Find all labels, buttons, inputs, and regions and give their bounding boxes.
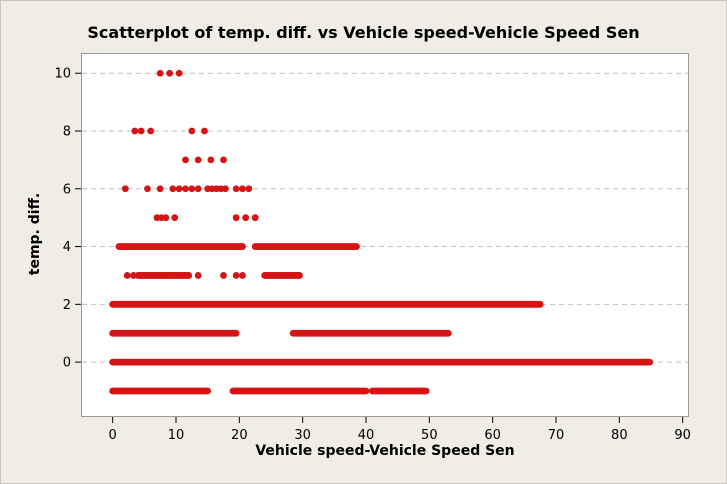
data-point bbox=[220, 272, 227, 279]
y-tick-label: 10 bbox=[54, 67, 71, 82]
data-point bbox=[222, 185, 229, 193]
data-point bbox=[182, 156, 189, 164]
data-point bbox=[175, 185, 183, 193]
x-tick-label: 50 bbox=[421, 428, 438, 443]
x-tick-label: 10 bbox=[168, 428, 185, 443]
data-point bbox=[251, 214, 259, 222]
data-point bbox=[232, 214, 240, 222]
x-tick-label: 80 bbox=[611, 428, 628, 443]
data-point bbox=[188, 185, 196, 193]
x-tick-label: 90 bbox=[674, 428, 691, 443]
chart-title: Scatterplot of temp. diff. vs Vehicle sp… bbox=[87, 23, 640, 42]
data-point bbox=[245, 185, 253, 193]
data-point bbox=[162, 214, 170, 222]
data-point bbox=[207, 156, 215, 164]
plot-area bbox=[81, 53, 689, 417]
data-point bbox=[123, 272, 131, 279]
data-point bbox=[131, 127, 139, 135]
y-tick-label: 0 bbox=[63, 356, 71, 371]
data-point bbox=[166, 69, 174, 77]
x-axis-label: Vehicle speed-Vehicle Speed Sen bbox=[255, 443, 515, 459]
x-tick-label: 30 bbox=[294, 428, 311, 443]
y-tick-label: 8 bbox=[63, 125, 71, 140]
data-point bbox=[147, 127, 155, 135]
x-tick-label: 60 bbox=[484, 428, 501, 443]
data-point bbox=[242, 214, 250, 222]
data-point bbox=[194, 272, 202, 279]
data-point bbox=[137, 127, 145, 135]
data-point bbox=[156, 69, 164, 77]
y-tick-label: 6 bbox=[63, 182, 71, 197]
data-point bbox=[232, 272, 240, 279]
data-point bbox=[201, 127, 208, 135]
data-point bbox=[175, 69, 183, 77]
data-point bbox=[239, 272, 246, 279]
data-point bbox=[156, 185, 164, 193]
data-point bbox=[171, 214, 179, 222]
data-point bbox=[194, 185, 202, 193]
data-point bbox=[239, 185, 246, 193]
x-tick-label: 70 bbox=[548, 428, 565, 443]
data-point bbox=[144, 185, 151, 193]
data-point bbox=[194, 156, 202, 164]
x-tick-label: 40 bbox=[358, 428, 375, 443]
data-point bbox=[232, 185, 240, 193]
data-point bbox=[169, 185, 177, 193]
x-tick-label: 20 bbox=[231, 428, 248, 443]
x-tick-label: 0 bbox=[109, 428, 117, 443]
data-point bbox=[220, 156, 227, 164]
data-point bbox=[121, 185, 129, 193]
data-point bbox=[182, 185, 189, 193]
data-point bbox=[188, 127, 196, 135]
y-tick-label: 2 bbox=[63, 298, 71, 313]
y-tick-label: 4 bbox=[63, 240, 71, 255]
